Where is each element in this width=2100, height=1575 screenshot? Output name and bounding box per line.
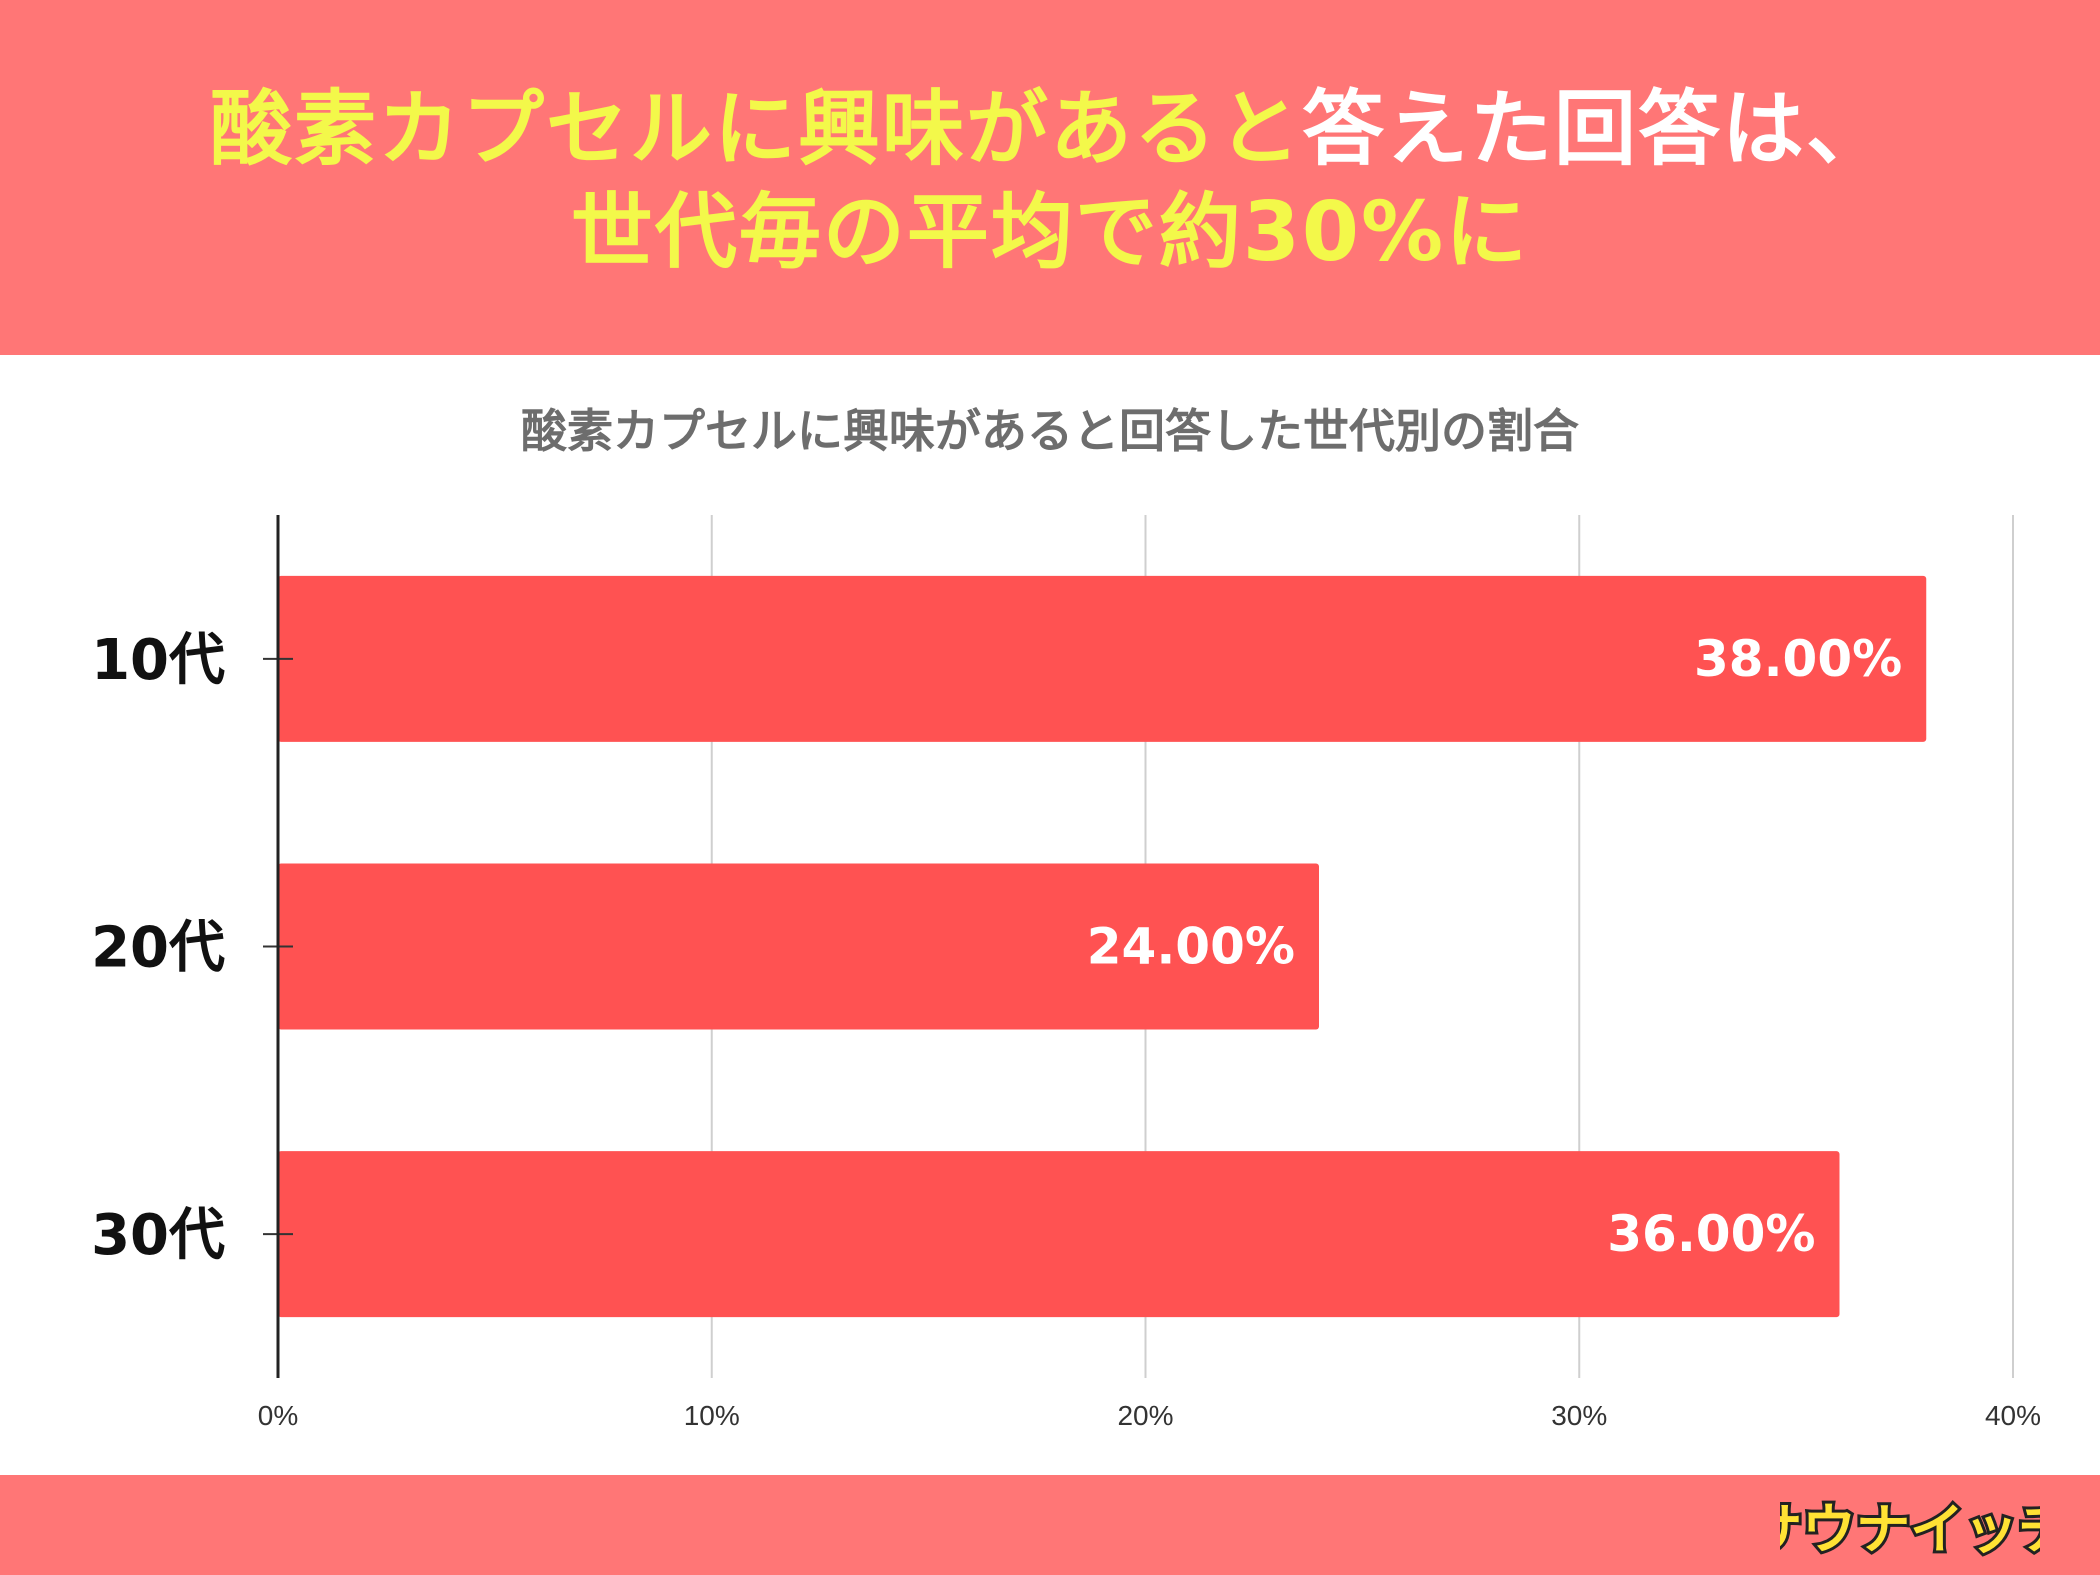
chart-title: 酸素カプセルに興味があると回答した世代別の割合 xyxy=(521,404,1579,458)
y-tick-label: 30代 xyxy=(91,1203,225,1268)
y-tick-label: 20代 xyxy=(91,916,225,981)
bar xyxy=(278,575,1927,742)
headline-line-2: 世代毎の平均で約30%に xyxy=(570,185,1530,280)
headline-highlight: 酸素カプセルに興味があると xyxy=(209,82,1302,177)
data-label: 24.00% xyxy=(1087,918,1295,976)
x-tick-label: 40% xyxy=(1985,1400,2041,1431)
bar-chart: 0% 10% 20% 30% 40% 38.00% 10代 24.00% 20代 36.00% 30… xyxy=(91,515,2041,1431)
brand-logo-text: サウナイッチ xyxy=(1780,1498,2040,1561)
data-label: 38.00% xyxy=(1694,630,1902,688)
headline-line-1: 酸素カプセルに興味があると答えた回答は、 xyxy=(0,80,2100,180)
bar xyxy=(278,1151,1840,1318)
x-tick-label: 0% xyxy=(258,1400,298,1431)
x-tick-label: 20% xyxy=(1117,1400,1173,1431)
footer-banner xyxy=(0,1475,2100,1575)
bar xyxy=(278,863,1319,1030)
x-tick-label: 30% xyxy=(1551,1400,1607,1431)
header-banner xyxy=(0,0,2100,355)
brand-logo: サウナイッチ xyxy=(1780,1495,2040,1564)
headline-rest: 答えた回答は、 xyxy=(1302,82,1891,177)
x-tick-label: 10% xyxy=(684,1400,740,1431)
y-tick-label: 10代 xyxy=(91,628,225,693)
data-label: 36.00% xyxy=(1607,1205,1815,1263)
